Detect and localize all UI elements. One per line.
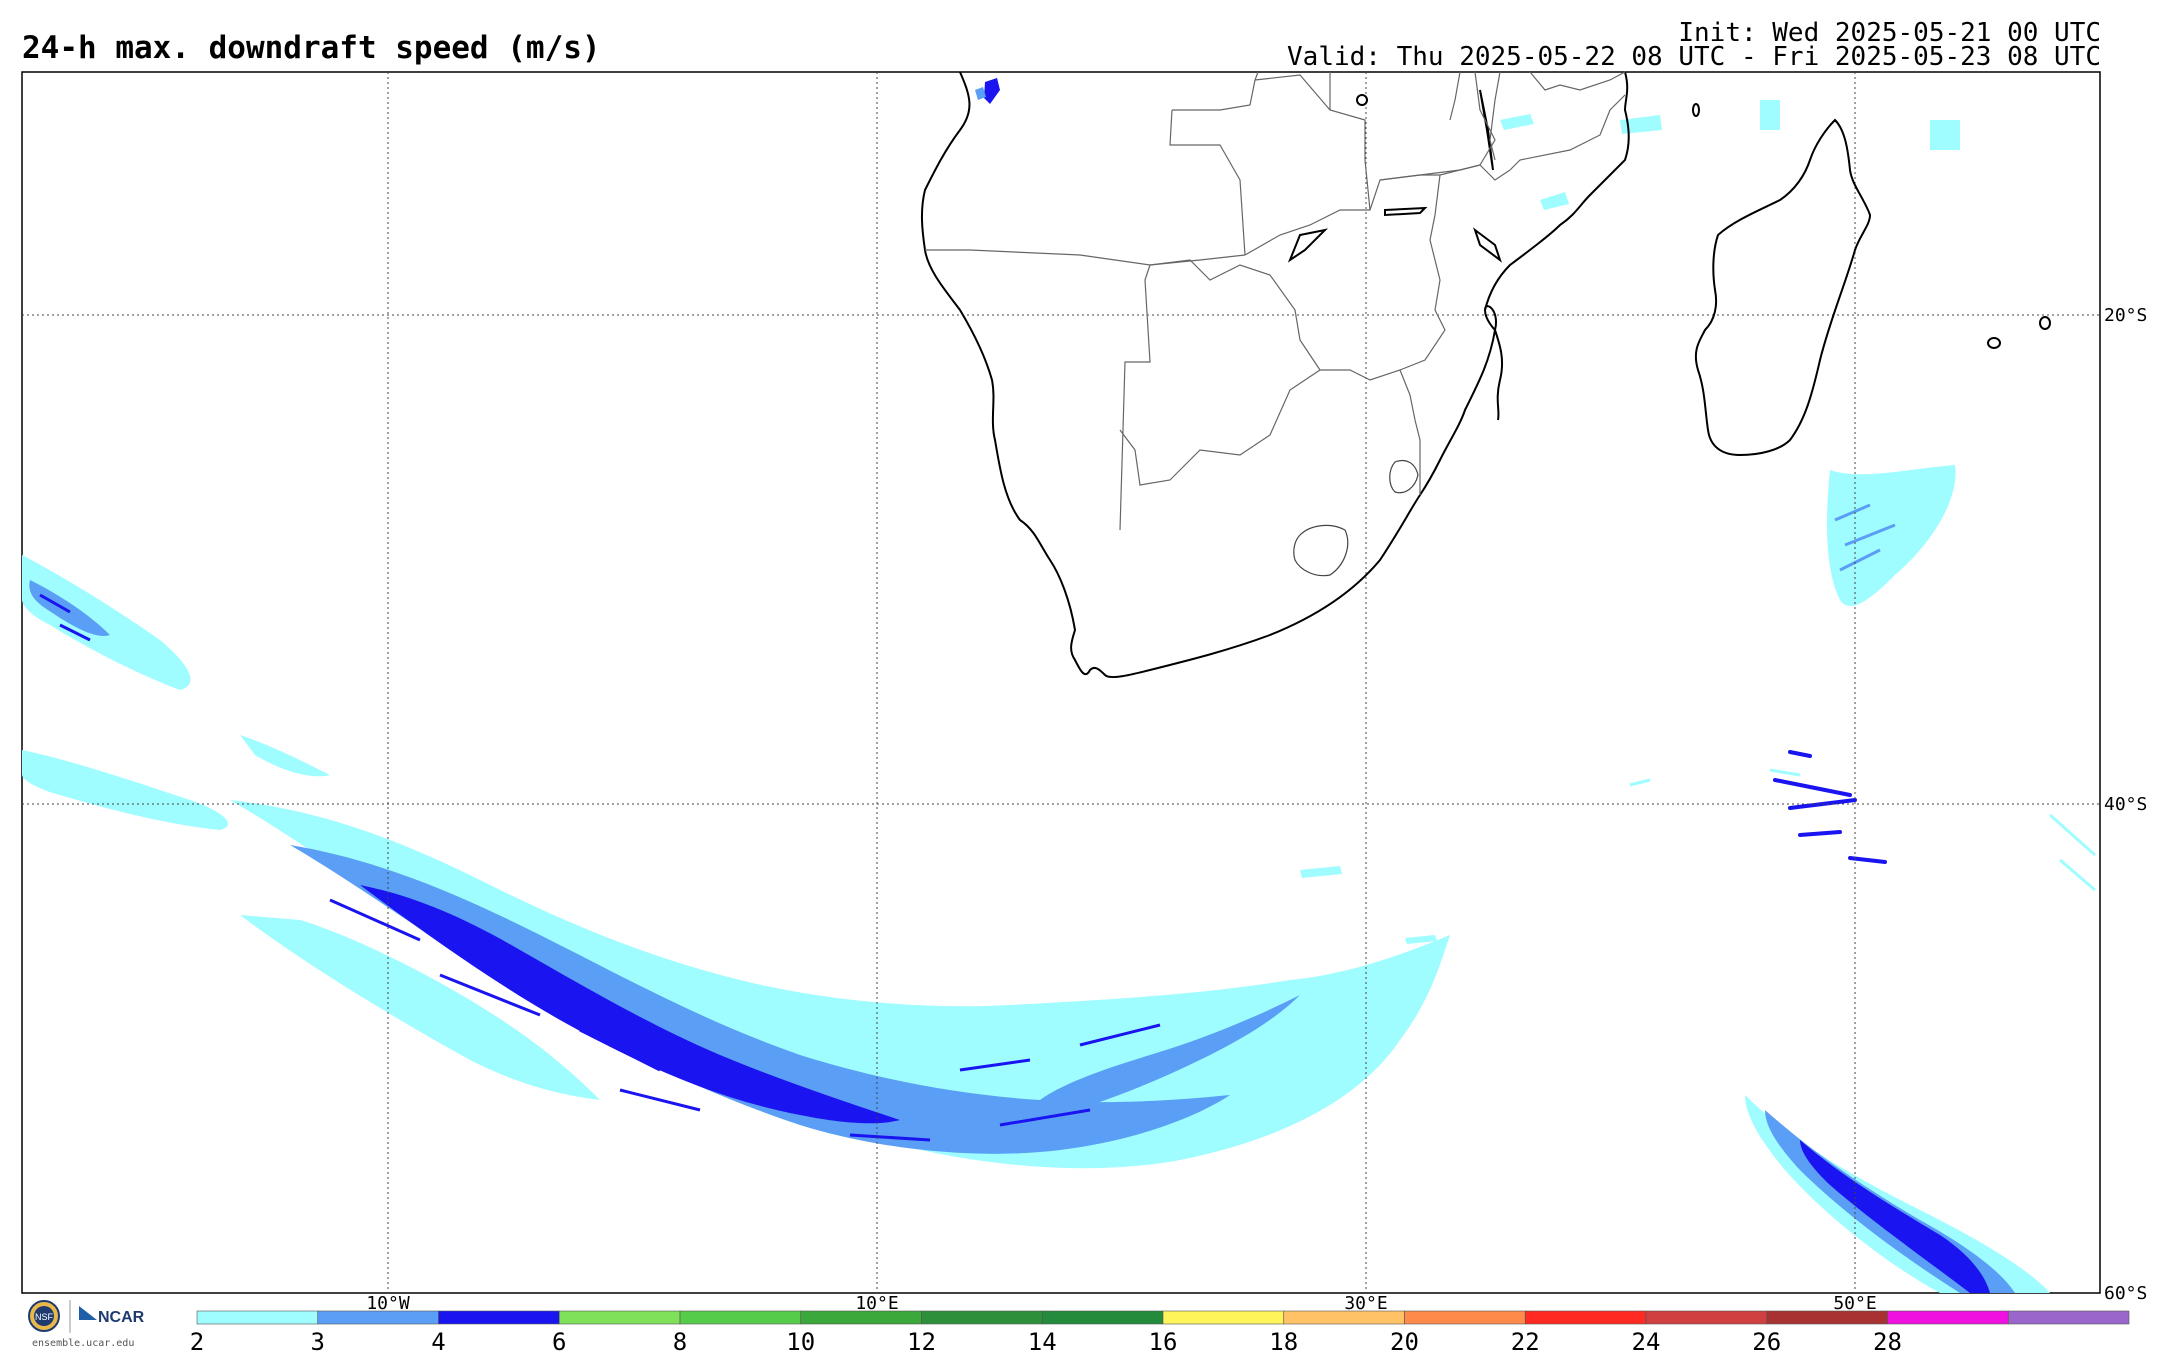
colorbar-tick-label: 12 xyxy=(907,1328,936,1354)
colorbar-tick-label: 18 xyxy=(1269,1328,1298,1354)
lon-label-10w: 10°W xyxy=(366,1293,410,1314)
nsf-logo-text: NSF xyxy=(35,1312,54,1322)
colorbar-tick-label: 14 xyxy=(1028,1328,1057,1354)
downdraft-west-cyan-2 xyxy=(22,750,229,830)
lon-label-10e: 10°E xyxy=(855,1293,898,1314)
downdraft-west xyxy=(22,555,330,830)
downdraft-west-streaks xyxy=(39,593,91,642)
downdraft-west-cyan xyxy=(22,555,191,690)
lat-label-40s: 40°S xyxy=(2104,794,2147,815)
downdraft-band-cyan-west xyxy=(240,915,600,1100)
colorbar-swatch xyxy=(1524,1310,1647,1325)
lat-labels: 20°S 40°S 60°S xyxy=(2104,305,2147,1304)
colorbar-swatch xyxy=(1766,1310,1888,1325)
colorbar-swatch xyxy=(438,1310,560,1325)
colorbar-tick-label: 8 xyxy=(673,1328,687,1354)
ncar-logo-text: NCAR xyxy=(98,1309,145,1326)
colorbar-tick-label: 4 xyxy=(431,1328,445,1354)
colorbar-swatch xyxy=(800,1310,922,1325)
colorbar-tick-label: 28 xyxy=(1873,1328,1902,1354)
colorbar-tick-label: 26 xyxy=(1752,1328,1781,1354)
colorbar-swatch xyxy=(1404,1310,1526,1325)
colorbar-swatch xyxy=(1645,1310,1768,1325)
colorbar-swatch xyxy=(921,1310,1043,1325)
map-title: 24-h max. downdraft speed (m/s) xyxy=(22,30,601,66)
africa-coastline xyxy=(921,71,1630,679)
downdraft-east-cyan xyxy=(1827,465,1956,606)
colorbar-tick-label: 3 xyxy=(311,1328,325,1354)
colorbar-swatch xyxy=(2007,1310,2130,1325)
colorbar-swatch xyxy=(1283,1310,1405,1325)
colorbar-tick-label: 20 xyxy=(1390,1328,1419,1354)
downdraft-east-streaks xyxy=(1834,503,1896,572)
downdraft-streaks xyxy=(329,898,1161,1142)
downdraft-band-blue-2 xyxy=(1040,995,1300,1120)
lon-label-30e: 30°E xyxy=(1344,1293,1387,1314)
colorbar-swatch xyxy=(1041,1310,1164,1325)
logo-site-text: ensemble.ucar.edu xyxy=(32,1338,134,1349)
downdraft-north-africa xyxy=(975,78,1000,104)
madagascar-coastline xyxy=(1694,118,1872,457)
colorbar-swatch xyxy=(1162,1310,1285,1325)
downdraft-scatter xyxy=(1300,100,1960,944)
colorbar-tick-label: 6 xyxy=(552,1328,566,1354)
valid-time: Valid: Thu 2025-05-22 08 UTC - Fri 2025-… xyxy=(1287,42,2101,72)
lakes xyxy=(1287,89,1502,263)
downdraft-band-south xyxy=(230,800,1450,1169)
init-time: Init: Wed 2025-05-21 00 UTC xyxy=(1678,18,2101,48)
colorbar-tick-label: 22 xyxy=(1511,1328,1540,1354)
small-islands xyxy=(1356,94,2051,349)
gridlines xyxy=(22,72,2100,1293)
downdraft-band-darkblue xyxy=(360,885,900,1124)
colorbar xyxy=(196,1310,2130,1325)
downdraft-se-cyan xyxy=(1745,1095,2050,1293)
colorbar-swatch xyxy=(196,1310,319,1325)
enclaves xyxy=(1293,459,1419,577)
colorbar-tick-label: 10 xyxy=(786,1328,815,1354)
lat-label-60s: 60°S xyxy=(2104,1283,2147,1304)
ncar-logo: NCAR xyxy=(79,1306,145,1326)
colorbar-ticks: 2 3 4 6 8 10 12 14 16 18 20 22 24 26 28 xyxy=(190,1328,1902,1354)
colorbar-swatch xyxy=(317,1310,439,1325)
downdraft-southeast xyxy=(1745,1095,2050,1293)
lon-label-50e: 50°E xyxy=(1833,1293,1876,1314)
downdraft-west-cyan-3 xyxy=(240,735,330,777)
colorbar-tick-label: 2 xyxy=(190,1328,204,1354)
downdraft-east-light-streaks xyxy=(1629,768,2096,892)
colorbar-tick-label: 16 xyxy=(1149,1328,1178,1354)
lat-label-20s: 20°S xyxy=(2104,305,2147,326)
nsf-logo: NSF xyxy=(28,1300,60,1332)
colorbar-swatch xyxy=(1887,1310,2009,1325)
colorbar-swatch xyxy=(558,1310,681,1325)
colorbar-swatch xyxy=(679,1310,802,1325)
downdraft-se-darkblue xyxy=(1800,1140,1990,1293)
downdraft-west-blue xyxy=(29,580,111,636)
country-borders xyxy=(925,71,1626,531)
colorbar-tick-label: 24 xyxy=(1632,1328,1661,1354)
lon-labels: 10°W 10°E 30°E 50°E xyxy=(366,1293,1876,1314)
